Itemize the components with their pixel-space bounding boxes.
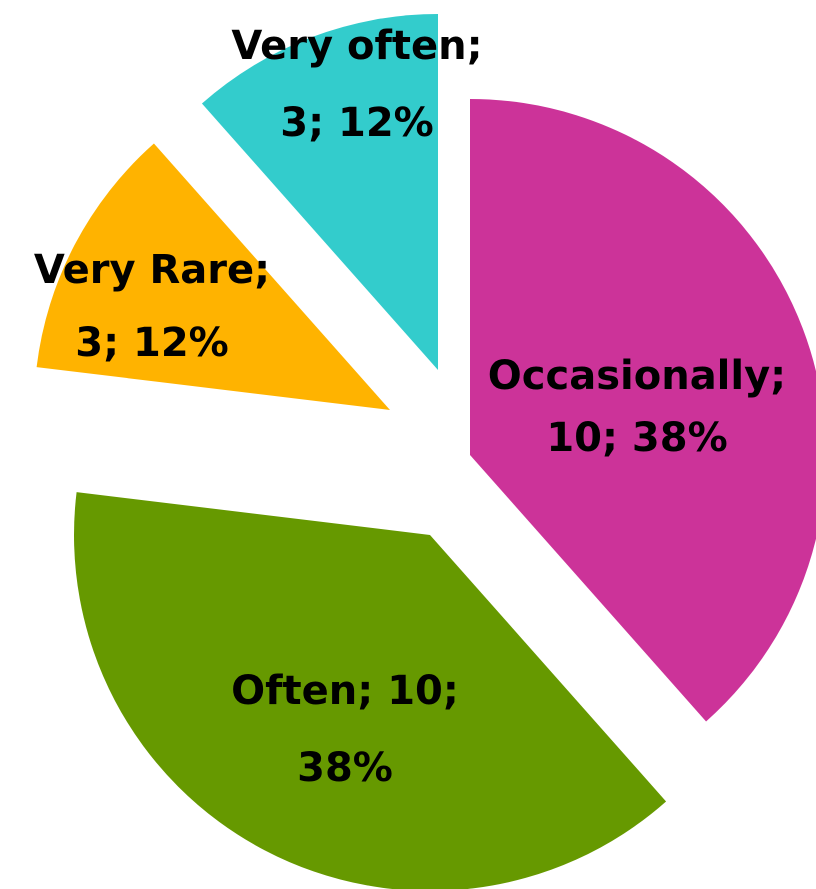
data-label-line: Very often; (231, 23, 482, 69)
data-label-line: 10; 38% (546, 415, 727, 461)
pie-slice (470, 99, 816, 722)
data-label-line: Occasionally; (488, 353, 786, 399)
data-label-line: Often; 10; (231, 668, 459, 714)
data-label-line: Very Rare; (34, 247, 270, 293)
data-label: Occasionally; 10; 38% (488, 353, 786, 461)
data-label: Very often; 3; 12% (231, 23, 482, 146)
pie-slice (36, 143, 390, 411)
data-label-line: 3; 12% (280, 100, 434, 146)
data-label-line: 38% (297, 745, 393, 791)
data-label: Very Rare; 3; 12% (34, 247, 270, 366)
pie-slice (201, 14, 438, 370)
pie-slice (74, 492, 667, 889)
data-label: Often; 10; 38% (231, 668, 459, 791)
data-label-line: 3; 12% (75, 320, 229, 366)
